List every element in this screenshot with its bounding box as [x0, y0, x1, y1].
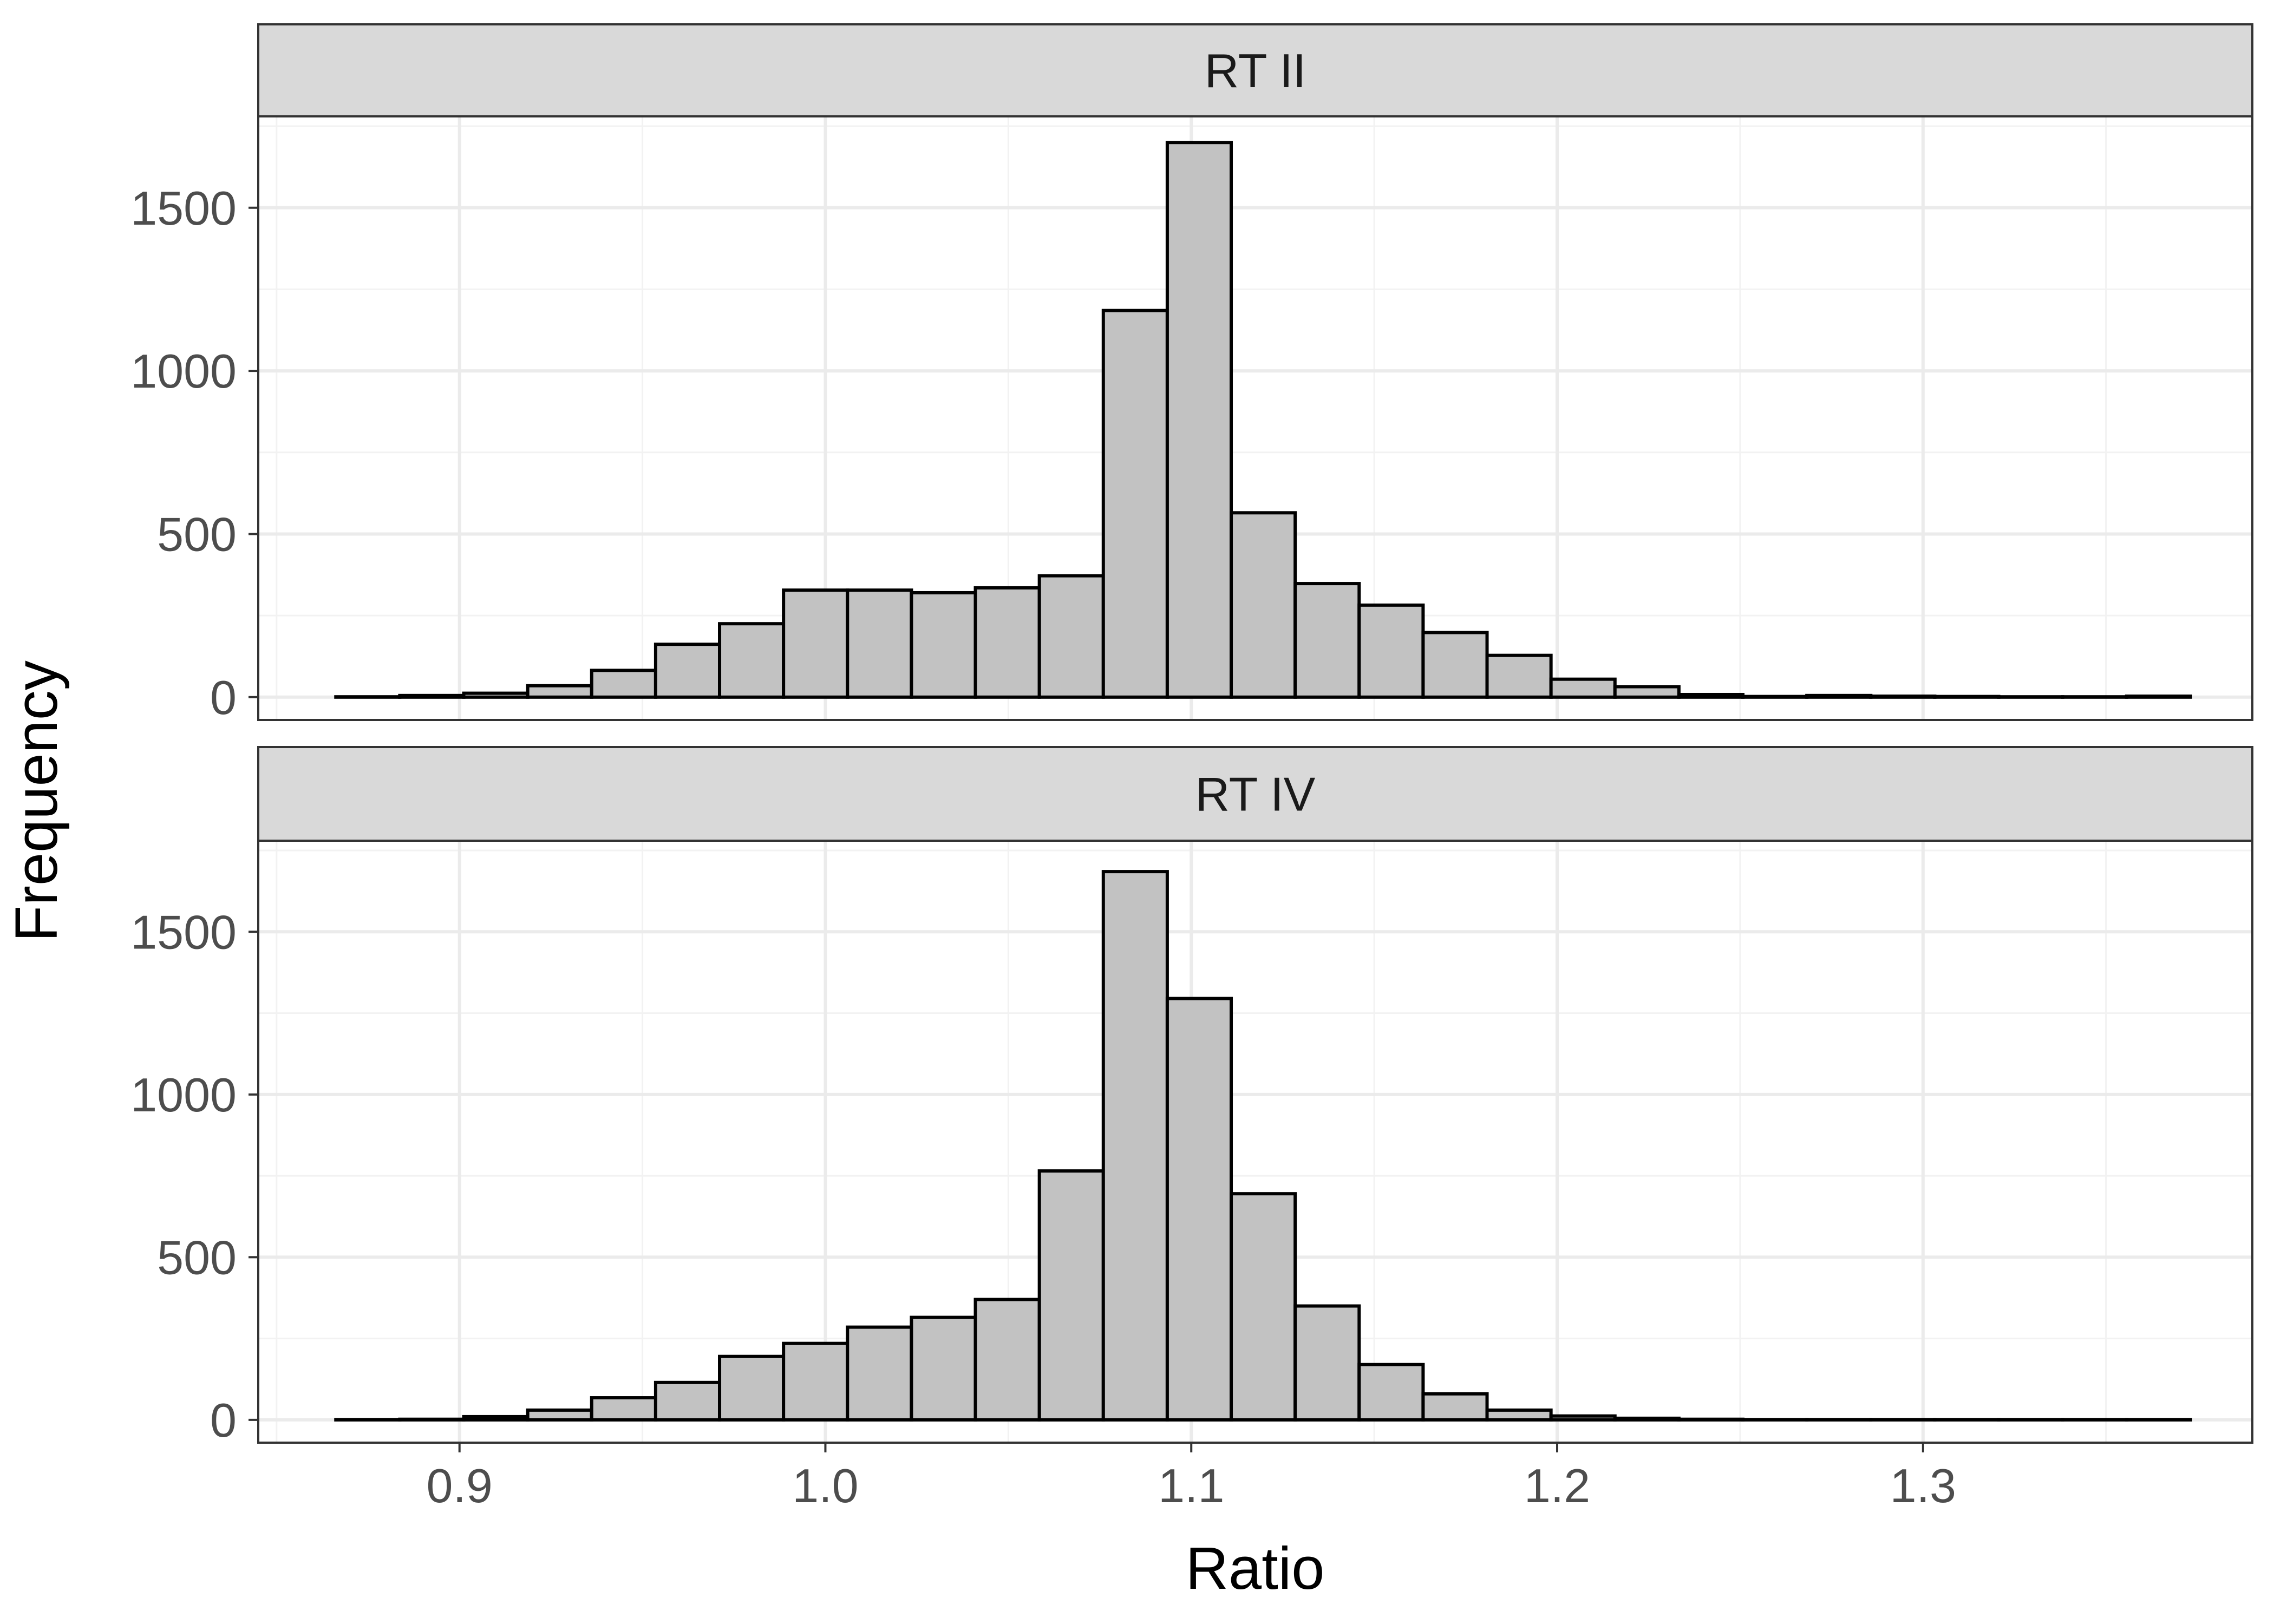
- histogram-bar: [1485, 1408, 1553, 1422]
- histogram-bar: [2061, 1418, 2128, 1422]
- histogram-bar: [1421, 631, 1489, 699]
- histogram-bar: [1549, 1414, 1617, 1422]
- facet-strip: [257, 23, 2253, 117]
- histogram-bar: [1485, 653, 1553, 699]
- histogram-bar: [1293, 582, 1361, 699]
- y-tick-label: 1000: [130, 344, 237, 398]
- histogram-bar: [1230, 1192, 1297, 1422]
- facet-panels: RT II 0 500 1000 1500 RT IV 0 500 1000 1500: [130, 23, 2253, 1447]
- histogram-bar: [1677, 1417, 1745, 1422]
- y-axis-title: Frequency: [3, 660, 70, 942]
- histogram-bar: [1805, 693, 1873, 699]
- histogram-bar: [1869, 1418, 1937, 1422]
- histogram-bar: [782, 1341, 850, 1422]
- histogram-bar: [1357, 603, 1425, 699]
- histogram-bar: [1613, 1416, 1681, 1422]
- histogram-bar: [1805, 1418, 1873, 1422]
- histogram-bar: [590, 1396, 657, 1422]
- histogram-bar: [1165, 997, 1233, 1422]
- y-tick-label: 500: [157, 507, 237, 561]
- histogram-bar: [526, 1408, 593, 1422]
- y-tick-label: 0: [210, 1393, 237, 1447]
- histogram-bar: [526, 684, 593, 699]
- facet-strip-label: RT IV: [1195, 768, 1316, 821]
- histogram-bar: [1741, 1418, 1809, 1422]
- histogram-bar: [718, 1354, 786, 1422]
- histogram-bar: [1037, 574, 1105, 699]
- histogram-bar: [1101, 309, 1169, 699]
- x-tick-label: 1.0: [792, 1459, 858, 1512]
- x-axis-title: Ratio: [1186, 1535, 1325, 1602]
- histogram-bar: [973, 1298, 1041, 1422]
- facet-strip-label: RT II: [1205, 44, 1306, 97]
- histogram-bar: [973, 586, 1041, 699]
- histogram-bar: [1101, 870, 1169, 1422]
- histogram-bar: [846, 588, 913, 699]
- facet-panel-2: RT IV 0 500 1000 1500: [130, 746, 2253, 1447]
- x-axis: 0.9 1.0 1.1 1.2 1.3: [427, 1443, 1956, 1512]
- histogram-bar: [1421, 1392, 1489, 1422]
- histogram-bar: [1357, 1363, 1425, 1422]
- x-tick-label: 0.9: [427, 1459, 493, 1512]
- histogram-bar: [334, 1418, 402, 1422]
- histogram-bar: [1230, 511, 1297, 699]
- histogram-bar: [782, 588, 850, 699]
- histogram-bar: [654, 643, 722, 699]
- y-tick-label: 1500: [130, 181, 237, 235]
- histogram-bar: [846, 1325, 913, 1422]
- histogram-bar: [1997, 1418, 2064, 1422]
- y-tick-label: 500: [157, 1230, 237, 1284]
- histogram-bar: [718, 622, 786, 699]
- histogram-bar: [910, 591, 977, 699]
- y-tick-label: 0: [210, 671, 237, 724]
- histogram-bar: [910, 1315, 977, 1422]
- histogram-bar: [462, 1415, 530, 1422]
- histogram-bar: [2125, 695, 2192, 699]
- histogram-bar: [590, 669, 657, 699]
- x-tick-label: 1.1: [1158, 1459, 1224, 1512]
- x-tick-label: 1.3: [1890, 1459, 1956, 1512]
- histogram-bar: [654, 1380, 722, 1422]
- histogram-bar: [1549, 677, 1617, 699]
- histogram-bar: [398, 1417, 466, 1422]
- histogram-bar: [1293, 1304, 1361, 1422]
- histogram-bar: [1869, 695, 1937, 699]
- facet-panel-1: RT II 0 500 1000 1500: [130, 23, 2253, 724]
- facet-strip: [257, 746, 2253, 842]
- histogram-bar: [398, 693, 466, 699]
- x-tick-label: 1.2: [1524, 1459, 1590, 1512]
- histogram-bar: [462, 691, 530, 699]
- histogram-bar: [1933, 1418, 2001, 1422]
- y-tick-label: 1500: [130, 905, 237, 959]
- histogram-bar: [1677, 692, 1745, 699]
- histogram-bar: [2125, 1418, 2192, 1422]
- y-tick-label: 1000: [130, 1068, 237, 1122]
- histogram-bar: [1613, 685, 1681, 699]
- histogram-bar: [1165, 141, 1233, 699]
- histogram-bar: [1037, 1169, 1105, 1422]
